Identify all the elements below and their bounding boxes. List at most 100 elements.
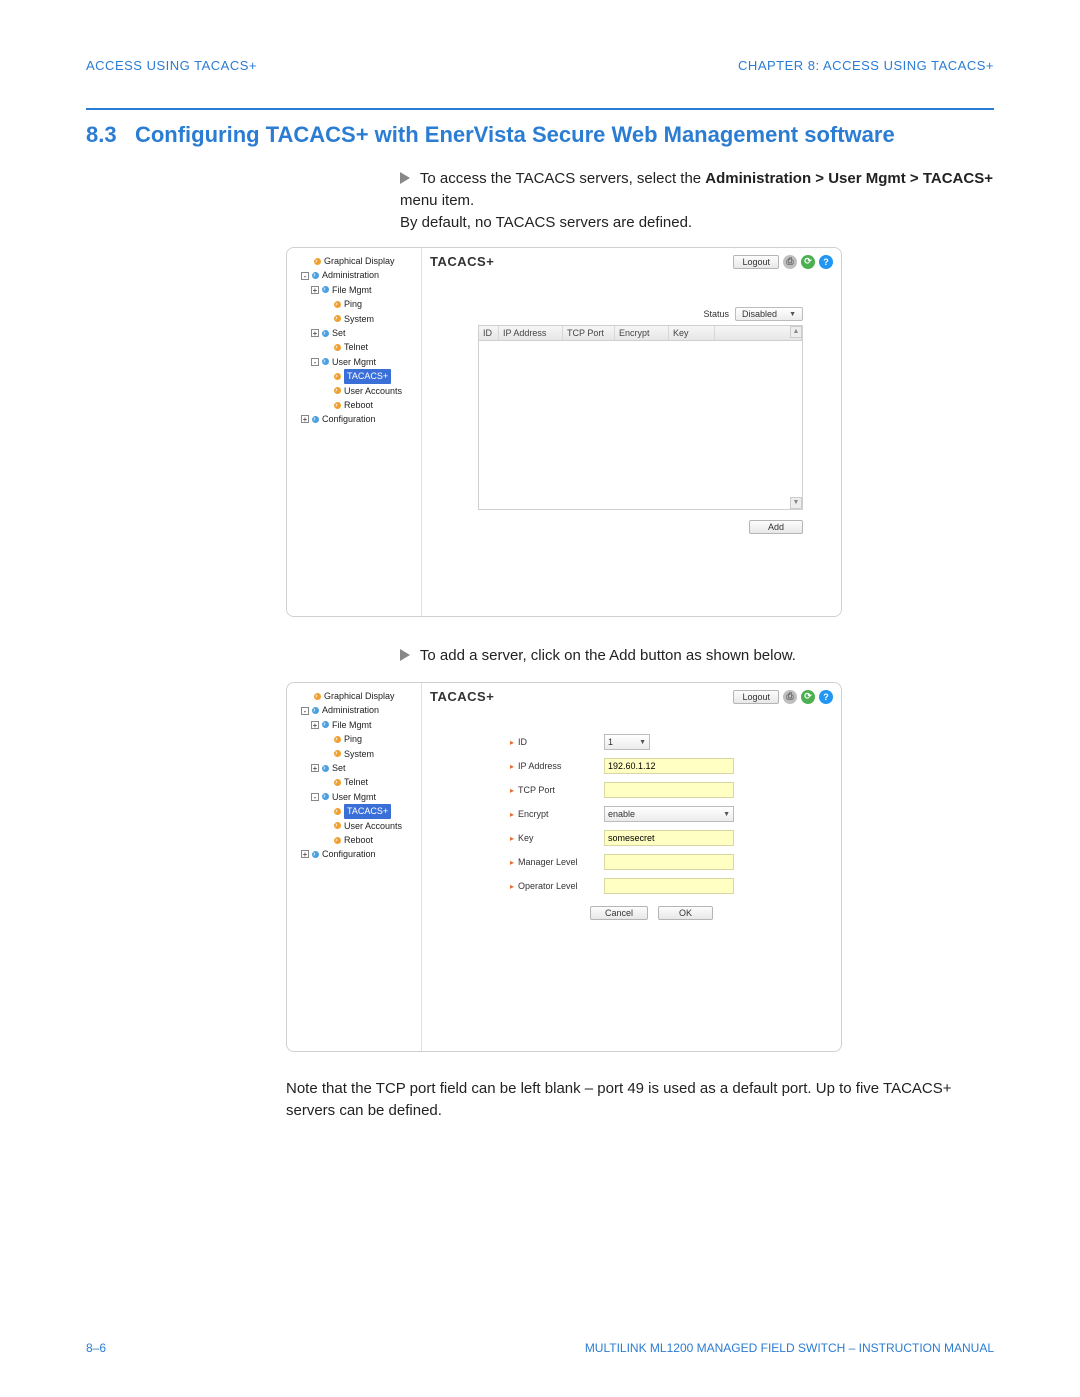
logout-button[interactable]: Logout bbox=[733, 690, 779, 704]
running-head-left: ACCESS USING TACACS+ bbox=[86, 58, 257, 73]
expand-icon[interactable]: + bbox=[301, 415, 309, 423]
tree-item[interactable]: User Accounts bbox=[293, 384, 417, 398]
bullet-icon: ▸ bbox=[510, 738, 514, 747]
nav-tree: Graphical Display - Administration+File Mg… bbox=[287, 683, 422, 1051]
tree-item[interactable]: Graphical Display bbox=[293, 254, 417, 268]
tree-item[interactable]: - Administration bbox=[293, 703, 417, 717]
expand-icon[interactable]: - bbox=[301, 707, 309, 715]
tree-bullet-icon bbox=[322, 765, 329, 772]
instruction-2: To add a server, click on the Add button… bbox=[400, 645, 994, 667]
section-number: 8.3 bbox=[86, 122, 117, 147]
add-button[interactable]: Add bbox=[749, 520, 803, 534]
ip-input[interactable] bbox=[604, 758, 734, 774]
save-icon[interactable]: ⎙ bbox=[783, 255, 797, 269]
tree-item[interactable]: Reboot bbox=[293, 398, 417, 412]
cancel-button[interactable]: Cancel bbox=[590, 906, 648, 920]
scroll-down[interactable]: ▼ bbox=[790, 497, 802, 509]
tree-item[interactable]: Ping bbox=[293, 297, 417, 311]
tree-item[interactable]: Graphical Display bbox=[293, 689, 417, 703]
tree-label: Set bbox=[332, 761, 346, 775]
running-head-right: CHAPTER 8: ACCESS USING TACACS+ bbox=[738, 58, 994, 73]
tree-label: Administration bbox=[322, 703, 379, 717]
tree-label: User Mgmt bbox=[332, 355, 376, 369]
id-select[interactable]: 1 ▼ bbox=[604, 734, 650, 750]
tree-bullet-icon bbox=[334, 736, 341, 743]
tree-bullet-icon bbox=[322, 330, 329, 337]
tree-item[interactable]: TACACS+ bbox=[293, 804, 417, 818]
tree-bullet-icon bbox=[322, 358, 329, 365]
tree-item[interactable]: - User Mgmt bbox=[293, 790, 417, 804]
key-input[interactable] bbox=[604, 830, 734, 846]
col-spacer bbox=[715, 326, 802, 340]
expand-icon[interactable]: + bbox=[311, 721, 319, 729]
status-select[interactable]: Disabled ▼ bbox=[735, 307, 803, 321]
tree-item[interactable]: + Configuration bbox=[293, 847, 417, 861]
header-rule bbox=[86, 108, 994, 110]
tree-label: Reboot bbox=[344, 833, 373, 847]
panel-title: TACACS+ bbox=[430, 254, 494, 269]
tree-item[interactable]: System bbox=[293, 747, 417, 761]
section-title: Configuring TACACS+ with EnerVista Secur… bbox=[135, 122, 895, 147]
tree-item[interactable]: Telnet bbox=[293, 775, 417, 789]
tree-item[interactable]: Reboot bbox=[293, 833, 417, 847]
tree-item[interactable]: + Set bbox=[293, 761, 417, 775]
tree-item[interactable]: +File Mgmt bbox=[293, 718, 417, 732]
tree-label: Set bbox=[332, 326, 346, 340]
tree-bullet-icon bbox=[334, 373, 341, 380]
ok-button[interactable]: OK bbox=[658, 906, 713, 920]
section-heading: 8.3 Configuring TACACS+ with EnerVista S… bbox=[86, 122, 994, 148]
refresh-icon[interactable]: ⟳ bbox=[801, 690, 815, 704]
field-label-ip: IP Address bbox=[518, 761, 604, 771]
tcp-input[interactable] bbox=[604, 782, 734, 798]
tree-label: Administration bbox=[322, 268, 379, 282]
chevron-down-icon: ▼ bbox=[723, 811, 730, 818]
expand-icon[interactable]: + bbox=[311, 286, 319, 294]
triangle-bullet-icon bbox=[400, 649, 410, 661]
tree-bullet-icon bbox=[322, 793, 329, 800]
tree-label: Configuration bbox=[322, 847, 376, 861]
instruction-1: To access the TACACS servers, select the… bbox=[400, 168, 994, 233]
tree-item[interactable]: System bbox=[293, 312, 417, 326]
tree-item[interactable]: - Administration bbox=[293, 268, 417, 282]
tree-item[interactable]: TACACS+ bbox=[293, 369, 417, 383]
tree-item[interactable]: +File Mgmt bbox=[293, 283, 417, 297]
tree-item[interactable]: + Set bbox=[293, 326, 417, 340]
tree-item[interactable]: User Accounts bbox=[293, 819, 417, 833]
tree-label: Configuration bbox=[322, 412, 376, 426]
tree-label: User Accounts bbox=[344, 384, 402, 398]
help-icon[interactable]: ? bbox=[819, 690, 833, 704]
mgr-input[interactable] bbox=[604, 854, 734, 870]
tree-item[interactable]: Telnet bbox=[293, 340, 417, 354]
tree-item[interactable]: + Configuration bbox=[293, 412, 417, 426]
col-enc: Encrypt bbox=[615, 326, 669, 340]
tree-item[interactable]: - User Mgmt bbox=[293, 355, 417, 369]
triangle-bullet-icon bbox=[400, 172, 410, 184]
tree-bullet-icon bbox=[334, 750, 341, 757]
footer-title: MULTILINK ML1200 MANAGED FIELD SWITCH – … bbox=[585, 1341, 994, 1355]
expand-icon[interactable]: + bbox=[311, 329, 319, 337]
help-icon[interactable]: ? bbox=[819, 255, 833, 269]
expand-icon[interactable]: + bbox=[301, 850, 309, 858]
logout-button[interactable]: Logout bbox=[733, 255, 779, 269]
tree-item[interactable]: Ping bbox=[293, 732, 417, 746]
opr-input[interactable] bbox=[604, 878, 734, 894]
scroll-up[interactable]: ▲ bbox=[790, 326, 802, 338]
para1-tail: menu item. bbox=[400, 192, 474, 209]
expand-icon[interactable]: - bbox=[311, 793, 319, 801]
expand-icon[interactable]: + bbox=[311, 764, 319, 772]
tree-label: System bbox=[344, 312, 374, 326]
para1-bold: Administration > User Mgmt > TACACS+ bbox=[705, 170, 993, 187]
tree-bullet-icon bbox=[314, 258, 321, 265]
tree-label: TACACS+ bbox=[344, 369, 391, 383]
col-tcp: TCP Port bbox=[563, 326, 615, 340]
expand-icon[interactable]: - bbox=[301, 272, 309, 280]
status-label: Status bbox=[704, 309, 730, 319]
tree-bullet-icon bbox=[334, 837, 341, 844]
chevron-down-icon: ▼ bbox=[789, 311, 796, 318]
field-label-key: Key bbox=[518, 833, 604, 843]
encrypt-select[interactable]: enable ▼ bbox=[604, 806, 734, 822]
save-icon[interactable]: ⎙ bbox=[783, 690, 797, 704]
expand-icon[interactable]: - bbox=[311, 358, 319, 366]
refresh-icon[interactable]: ⟳ bbox=[801, 255, 815, 269]
tree-label: User Mgmt bbox=[332, 790, 376, 804]
